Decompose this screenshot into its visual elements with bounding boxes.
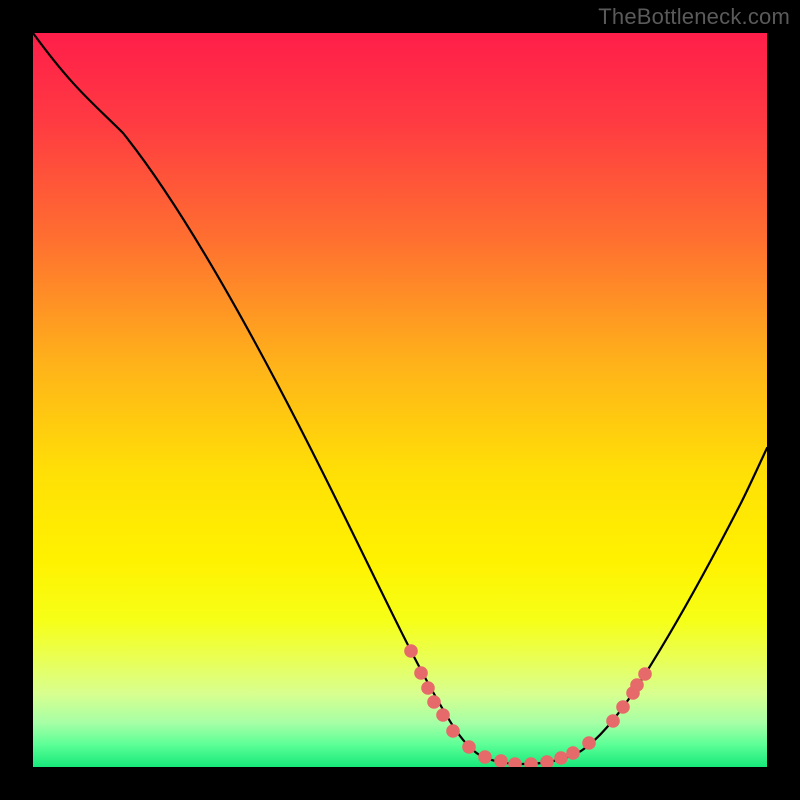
watermark-text: TheBottleneck.com [598,4,790,30]
curve-marker [566,746,580,760]
chart-frame: TheBottleneck.com [0,0,800,800]
curve-marker [582,736,596,750]
curve-marker [404,644,418,658]
curve-marker [638,667,652,681]
curve-marker [606,714,620,728]
chart-plot-area [33,33,767,767]
bottleneck-curve [33,33,767,764]
curve-marker [436,708,450,722]
curve-marker [462,740,476,754]
curve-marker [421,681,435,695]
curve-marker [494,754,508,767]
curve-marker [414,666,428,680]
curve-marker [554,751,568,765]
curve-marker [427,695,441,709]
curve-marker [508,757,522,767]
curve-marker [446,724,460,738]
curve-marker [630,678,644,692]
curve-marker [524,757,538,767]
curve-marker [540,755,554,767]
chart-svg-layer [33,33,767,767]
curve-marker [616,700,630,714]
curve-marker [478,750,492,764]
